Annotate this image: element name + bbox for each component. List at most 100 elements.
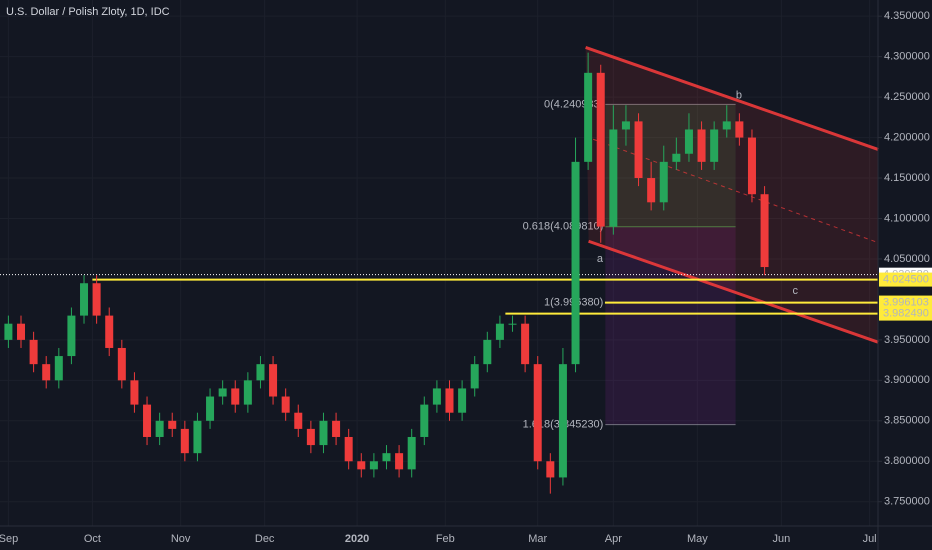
x-tick-label: Apr [605,533,622,545]
price-label-box [879,272,932,287]
candle-body [67,315,76,357]
candle-body [395,453,404,470]
channel-line [585,46,879,151]
candle-body [4,323,13,340]
candle-body [218,388,227,397]
wave-label: a [597,253,604,265]
price-label-box [879,295,932,310]
candle-body [697,129,706,162]
candle-body [17,323,26,340]
candle-body [231,388,240,405]
candle-body [168,420,177,429]
candle-body [180,428,189,454]
candle-body [596,72,605,227]
y-tick-label: 4.050000 [884,253,930,265]
chart-title: U.S. Dollar / Polish Zloty, 1D, IDC [6,6,170,18]
candle-body [206,396,215,421]
candle-body [80,283,89,316]
candle-body [42,364,51,381]
candle-body [483,339,492,365]
candle-body [684,129,693,154]
candle-body [659,161,668,203]
candle-body [533,364,542,462]
candle-body [357,461,366,470]
channel-line [585,136,879,244]
candle-body [92,283,101,316]
plot-area: 0(4.240983)0.618(4.089810)1(3.996380)1.6… [0,46,879,494]
candle-body [155,420,164,437]
candle-body [306,428,315,446]
y-tick-label: 4.350000 [884,10,930,22]
candle-body [722,121,731,130]
channel-fill [585,47,879,343]
y-tick-label: 4.250000 [884,91,930,103]
candle-body [256,364,265,381]
price-label: 3.982490 [883,307,929,319]
candle-body [332,420,341,437]
candle-body [130,380,139,405]
candle-body [470,364,479,389]
x-tick-label: 2020 [345,533,369,545]
candle-body [584,72,593,162]
candle-body [382,453,391,462]
candle-body [634,121,643,179]
candle-body [269,364,278,397]
candle-body [105,315,114,348]
x-tick-label: Dec [255,533,275,545]
candle-body [369,461,378,470]
candle-body [143,404,152,437]
candle-body [54,356,63,381]
candle-body [710,129,719,162]
candle-body [445,388,454,413]
y-tick-label: 4.300000 [884,51,930,63]
candle-body [760,194,769,268]
candle-body [281,396,290,413]
x-tick-label: Jun [773,533,791,545]
candle-body [458,388,467,413]
fib-label: 0.618(4.089810) [523,221,604,233]
y-tick-label: 3.850000 [884,415,930,427]
fib-zone [605,226,736,425]
wave-label: c [792,285,798,297]
candle-body [747,137,756,195]
candle-body [609,129,618,227]
price-label: 4.024500 [883,273,929,285]
y-tick-label: 3.900000 [884,374,930,386]
wave-label: b [736,89,742,101]
y-tick-label: 3.800000 [884,455,930,467]
y-tick-label: 4.150000 [884,172,930,184]
y-tick-label: 3.950000 [884,334,930,346]
candle-body [672,153,681,162]
candle-body [344,436,353,462]
candle-body [546,461,555,478]
candle-body [432,388,441,405]
candle-body [521,323,530,365]
x-tick-label: Jul [863,533,877,545]
price-label: 3.996103 [883,296,929,308]
candle-body [558,364,567,478]
candle-body [243,380,252,405]
candle-body [495,323,504,340]
candle-body [193,420,202,454]
candle-body [621,121,630,130]
x-tick-label: Nov [171,533,191,545]
x-tick-label: Feb [436,533,455,545]
candle-body [420,404,429,437]
x-tick-label: Sep [0,533,18,545]
y-tick-label: 3.750000 [884,496,930,508]
y-tick-label: 4.200000 [884,131,930,143]
candle-body [735,121,744,138]
channel-line [588,239,879,344]
x-tick-label: Mar [528,533,547,545]
y-tick-label: 4.100000 [884,212,930,224]
candle-body [571,161,580,365]
x-tick-label: Oct [84,533,101,545]
candle-body [647,178,656,203]
candle-body [294,412,303,429]
candle-body [508,323,517,325]
candle-body [117,347,126,381]
candle-body [407,436,416,470]
candle-body [29,339,38,365]
price-label-box [879,306,932,321]
